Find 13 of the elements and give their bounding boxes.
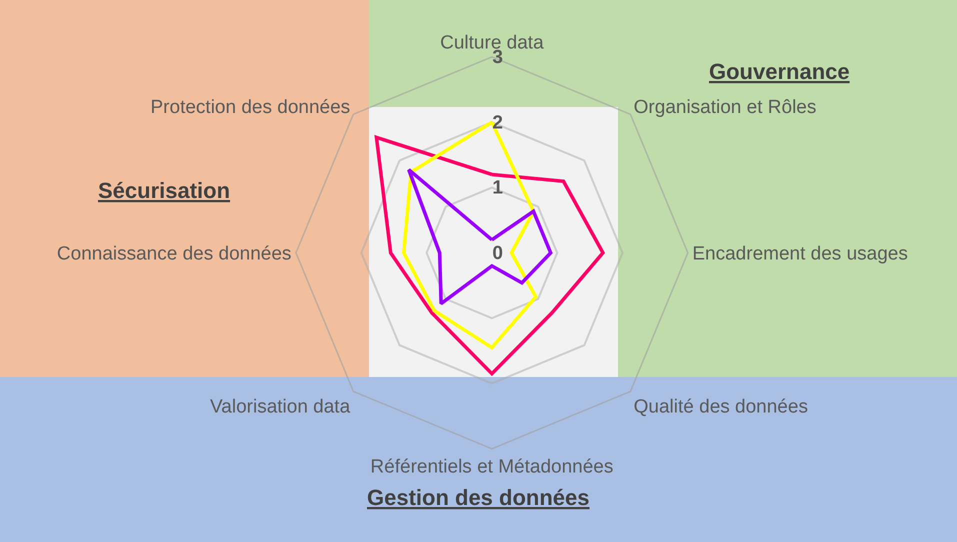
spoke-label: Encadrement des usages (692, 243, 908, 264)
spoke-label: Qualité des données (634, 396, 808, 418)
y-tick-label: 1 (492, 178, 504, 199)
text: Sécurisation (98, 178, 230, 203)
y-tick-label: 0 (492, 243, 503, 264)
spoke-label: Connaissance des données (56, 243, 292, 264)
spoke-label: Référentiels et Métadonnées (370, 456, 614, 478)
spoke-label: Protection des données (150, 97, 350, 118)
spoke-label: Organisation et Rôles (634, 97, 816, 118)
y-tick-label: 2 (492, 112, 503, 134)
text: Gestion des données (367, 485, 590, 510)
spoke-label: Valorisation data (210, 396, 351, 418)
text: Gouvernance (709, 59, 850, 84)
